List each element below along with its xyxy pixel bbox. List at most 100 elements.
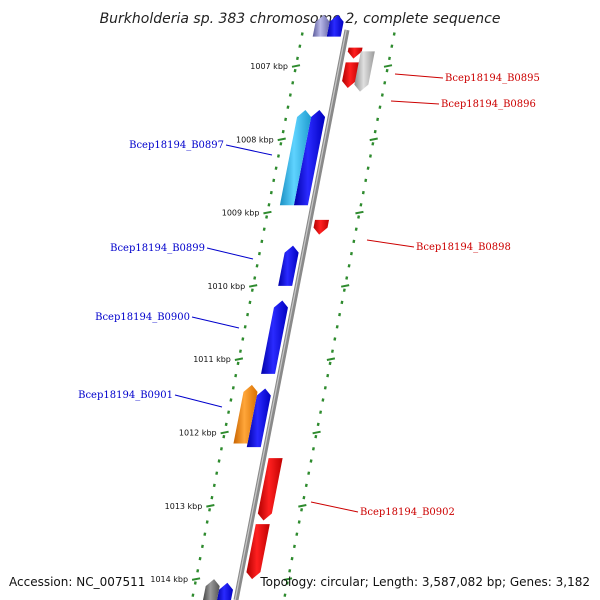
scale-dot-right [311, 447, 315, 451]
scale-dot-left [279, 142, 283, 146]
scale-dot-right [335, 325, 339, 329]
accession-text: Accession: NC_007511 [9, 575, 145, 589]
scale-dot-right [390, 44, 394, 48]
scale-dot-left [205, 520, 209, 524]
gene-arrow-gray-feature[interactable] [354, 51, 375, 92]
gene-label-bcep18194-b0896[interactable]: Bcep18194_B0896 [441, 99, 536, 110]
gene-arrow-bcep18194-b0898[interactable] [313, 219, 330, 235]
gene-label-bcep18194-b0901[interactable]: Bcep18194_B0901 [78, 390, 173, 401]
scale-dot-right [307, 471, 311, 475]
scale-dot-right [302, 495, 306, 500]
scale-dot-right [357, 215, 361, 219]
gene-arrow-bcep18194-b0897[interactable] [293, 109, 326, 206]
scale-dot-right [338, 312, 342, 317]
scale-dots [191, 32, 396, 597]
scale-dot-right [304, 483, 308, 488]
scale-tick-right [340, 284, 350, 288]
gene-arrow-top-forward[interactable] [326, 14, 344, 37]
scale-dot-left [243, 325, 247, 329]
gene-label-bcep18194-b0902[interactable]: Bcep18194_B0902 [360, 507, 455, 518]
scale-dot-left [219, 447, 223, 451]
scale-dot-right [359, 203, 363, 207]
scale-tick-right [283, 577, 293, 581]
scale-dot-right [288, 569, 292, 573]
scale-dot-right [387, 56, 391, 61]
scale-dot-right [380, 93, 384, 97]
scale-dot-left [288, 93, 292, 97]
scale-dot-right [366, 166, 370, 170]
scale-dot-right [368, 154, 372, 158]
scale-tick-left [291, 64, 301, 68]
scale-dot-left [274, 166, 278, 170]
scale-dot-left [253, 276, 257, 280]
gene-arrow-bcep18194-b0899[interactable] [278, 245, 299, 286]
gene-arrow-bottom-forward[interactable] [217, 582, 233, 600]
scale-dot-right [290, 556, 294, 561]
scale-dot-right [292, 544, 296, 549]
scale-dot-left [298, 44, 302, 48]
gene-label-leader [394, 73, 444, 79]
gene-arrow-bcep18194-b0901[interactable] [246, 388, 271, 448]
scale-dot-right [309, 459, 313, 463]
scale-dot-left [241, 337, 245, 341]
scale-dot-left [248, 300, 252, 305]
scale-ticks: 1007 kbp 1008 kbp 1009 kbp 1010 kbp 1011 kbp… [150, 62, 393, 584]
scale-dot-right [349, 251, 353, 256]
gene-arrow-bcep18194-b0900[interactable] [261, 300, 288, 374]
scale-dot-left [222, 434, 226, 439]
scale-tick-label: 1012 kbp [179, 429, 217, 438]
scale-dot-left [224, 422, 228, 427]
gene-label-bcep18194-b0899[interactable]: Bcep18194_B0899 [110, 243, 205, 254]
gene-label-leader [366, 239, 415, 248]
scale-dot-right [283, 593, 287, 597]
scale-dot-right [378, 105, 382, 109]
scale-dot-left [272, 178, 276, 183]
scale-tick-label: 1011 kbp [193, 355, 231, 364]
gene-label-bcep18194-b0895[interactable]: Bcep18194_B0895 [445, 73, 540, 84]
gene-arrow-red-lower[interactable] [246, 524, 270, 580]
scale-dot-right [333, 337, 337, 341]
scale-tick-right [355, 210, 364, 215]
scale-tick-right [312, 430, 321, 435]
scale-dot-left [260, 239, 264, 244]
scale-dot-left [295, 56, 299, 61]
scale-dot-left [269, 190, 273, 195]
gene-arrow-bottom-gray[interactable] [203, 579, 220, 600]
scale-dot-right [354, 227, 358, 231]
gene-label-leader [174, 394, 223, 408]
gene-label-bcep18194-b0897[interactable]: Bcep18194_B0897 [129, 140, 224, 151]
scale-dot-left [208, 508, 212, 512]
scale-tick-label: 1013 kbp [165, 502, 203, 511]
scale-dot-right [383, 81, 387, 85]
scale-dot-left [198, 556, 202, 561]
gene-arrow-bcep18194-b0902[interactable] [257, 458, 283, 521]
gene-label-bcep18194-b0900[interactable]: Bcep18194_B0900 [95, 312, 190, 323]
scale-dot-right [340, 300, 344, 305]
scale-dot-right [347, 264, 351, 268]
map-title: Burkholderia sp. 383 chromosome 2, compl… [100, 11, 501, 27]
scale-dot-left [193, 581, 197, 585]
scale-tick-label: 1014 kbp [150, 575, 188, 584]
gene-arrow-orange-feature[interactable] [233, 384, 258, 444]
gene-arrow-bcep18194-b0895[interactable] [347, 47, 363, 59]
scale-dot-right [326, 373, 330, 378]
scale-tick-left [206, 504, 215, 508]
genome-summary-text: Topology: circular; Length: 3,587,082 bp… [259, 575, 590, 589]
scale-tick-right [326, 357, 336, 361]
scale-dot-left [200, 544, 204, 549]
gene-arrow-top-purple[interactable] [312, 14, 330, 37]
scale-tick-left [263, 210, 272, 215]
chromosome-backbone [233, 29, 350, 600]
scale-dot-left [191, 593, 195, 597]
scale-dot-right [300, 508, 304, 512]
scale-dot-left [300, 32, 304, 36]
gene-label-leader [191, 316, 240, 329]
scale-dot-left [281, 129, 285, 134]
scale-tick-left [277, 137, 286, 142]
gene-arrow-cyan-feature[interactable] [279, 109, 312, 206]
scale-dot-left [267, 203, 271, 207]
scale-dot-left [236, 361, 240, 366]
scale-dot-left [265, 215, 269, 219]
scale-tick-label: 1008 kbp [236, 135, 274, 144]
gene-label-bcep18194-b0898[interactable]: Bcep18194_B0898 [416, 242, 511, 253]
